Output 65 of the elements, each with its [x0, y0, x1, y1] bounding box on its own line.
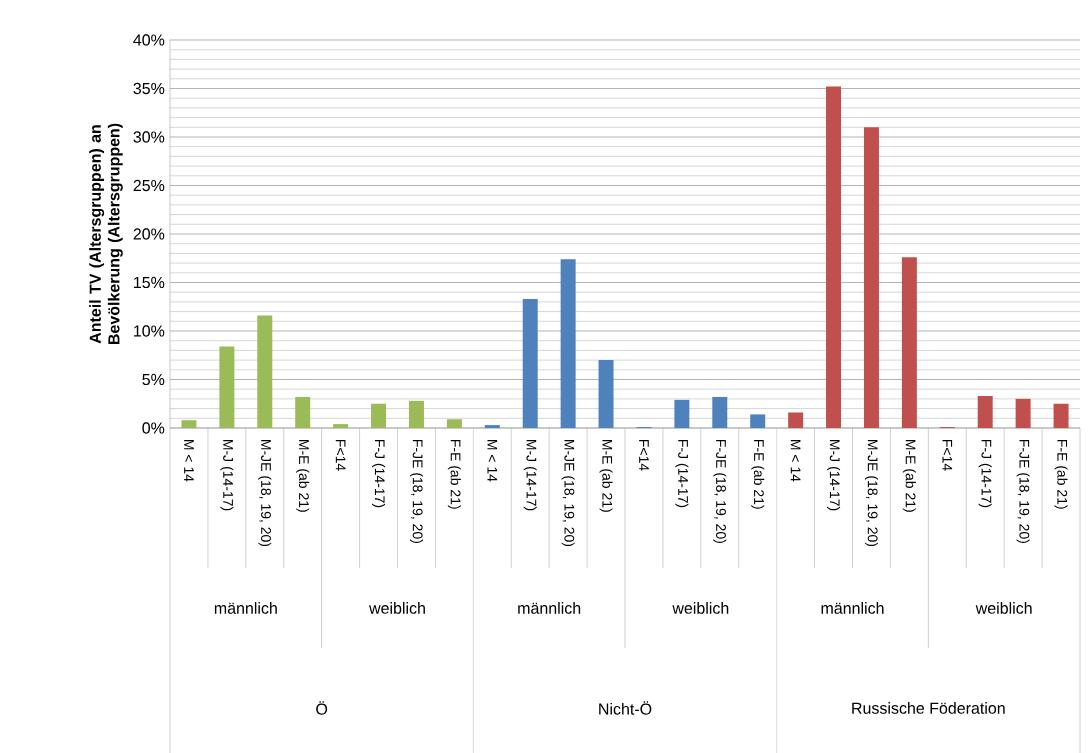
y-tick-label: 20%: [133, 228, 165, 240]
text: weiblich: [975, 602, 1032, 614]
x-tick-label: F-E (ab 21): [1054, 439, 1068, 509]
x-tick-label: M < 14: [790, 439, 801, 482]
bar: [863, 127, 879, 428]
text: weiblich: [672, 602, 729, 614]
text: Russische Föderation: [852, 702, 1005, 714]
bar: [560, 259, 576, 428]
x-tick-label: M-JE (18, 19, 20): [258, 439, 272, 547]
bar: [446, 419, 462, 428]
x-tick-label: F-E (ab 21): [751, 439, 765, 509]
bar: [674, 399, 690, 428]
bar: [219, 346, 235, 428]
bar: [295, 396, 311, 428]
bar: [371, 403, 387, 428]
y-tick-label: 5%: [142, 373, 165, 386]
y-tick-label: 15%: [134, 276, 165, 289]
y-tick-label: 30%: [133, 131, 165, 143]
text: männlich: [821, 602, 884, 614]
bar: [977, 395, 993, 428]
text: männlich: [214, 602, 277, 614]
text: männlich: [518, 602, 581, 614]
x-tick-label: M-JE (18, 19, 20): [561, 439, 575, 547]
x-tick-label: M-JE (18, 19, 20): [864, 439, 878, 547]
x-tick-label: M-J (14-17): [523, 439, 537, 511]
x-tick-label: F-J (14-17): [978, 439, 992, 508]
x-tick-label: F<14: [942, 439, 953, 471]
x-tick-label: M < 14: [184, 439, 194, 482]
bar: [788, 412, 804, 428]
x-tick-label: M-J (14-17): [220, 439, 234, 511]
bar: [1053, 403, 1069, 428]
bar: [408, 400, 424, 428]
x-tick-label: F-J (14-17): [372, 439, 386, 508]
x-tick-label: F-JE (18, 19, 20): [1016, 439, 1030, 543]
x-tick-label: F-JE (18, 19, 20): [409, 439, 423, 543]
bar: [484, 425, 500, 428]
x-tick-label: M < 14: [487, 439, 498, 482]
y-tick-label: 35%: [133, 82, 165, 95]
bar: [901, 257, 917, 428]
x-tick-label: F<14: [335, 439, 346, 471]
x-tick-label: F-JE (18, 19, 20): [713, 439, 727, 543]
x-tick-label: F-J (14-17): [675, 439, 689, 508]
text: weiblich: [369, 602, 425, 614]
x-tick-label: M-E (ab 21): [902, 439, 916, 512]
x-tick-label: M-J (14-17): [827, 439, 841, 511]
x-tick-label: M-E (ab 21): [599, 439, 613, 512]
bar: [598, 360, 614, 428]
bar: [522, 298, 538, 428]
bar: [181, 420, 197, 428]
text: Ö: [316, 701, 328, 715]
x-tick-label: F-E (ab 21): [447, 439, 461, 509]
y-tick-label: 0%: [142, 422, 165, 434]
y-tick-label: 40%: [133, 34, 165, 46]
x-tick-label: F<14: [639, 439, 649, 471]
y-tick-label: 25%: [133, 179, 165, 192]
text: Nicht-Ö: [599, 701, 652, 715]
bar: [1015, 398, 1031, 428]
y-axis-title: Anteil TV (Altersgruppen) an Bevölkerung (Altersgruppen): [89, 123, 123, 345]
bar: [333, 424, 349, 428]
y-tick-label: 10%: [134, 325, 165, 337]
bar: [712, 396, 728, 428]
bar: [750, 414, 766, 428]
x-tick-label: M-E (ab 21): [296, 439, 310, 512]
bar: [826, 86, 842, 428]
bar: [257, 315, 273, 428]
